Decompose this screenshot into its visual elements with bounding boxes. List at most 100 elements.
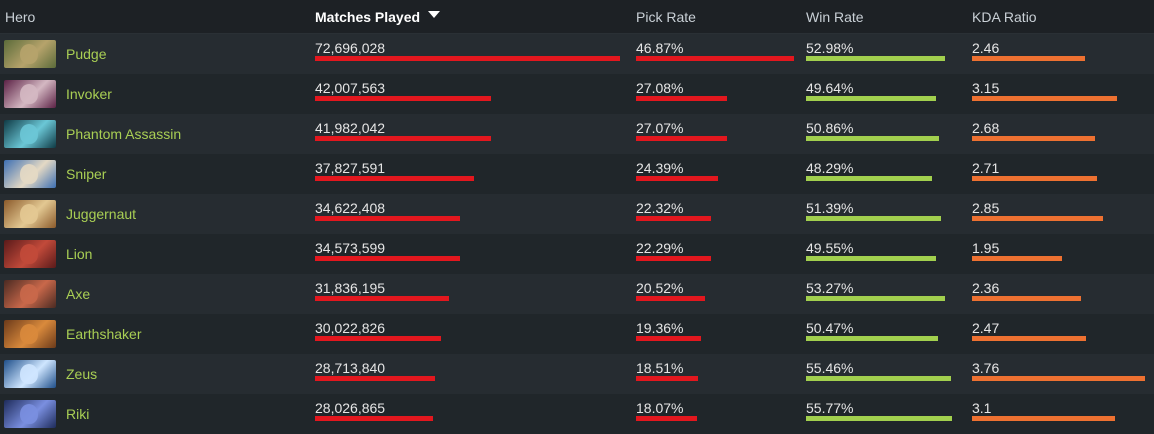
pick-rate-bar [636, 136, 727, 141]
sort-descending-icon [428, 11, 441, 18]
matches-played-bar [315, 136, 491, 141]
kda-ratio-value: 3.76 [972, 360, 1000, 376]
hero-portrait-face [20, 84, 38, 104]
hero-name-link[interactable]: Invoker [66, 86, 112, 102]
kda-ratio-bar [972, 296, 1081, 301]
win-rate-cell: 55.46% [806, 354, 972, 394]
column-header-hero-label: Hero [5, 8, 36, 25]
matches-played-cell: 37,827,591 [315, 154, 636, 194]
hero-portrait[interactable] [4, 160, 56, 188]
matches-played-bar [315, 416, 433, 421]
win-rate-value: 49.55% [806, 240, 854, 256]
hero-portrait[interactable] [4, 120, 56, 148]
kda-ratio-value: 3.15 [972, 80, 1000, 96]
hero-name-link[interactable]: Earthshaker [66, 326, 142, 342]
table-row[interactable]: Earthshaker 30,022,826 19.36% 50.47% 2.4… [0, 314, 1154, 354]
table-row[interactable]: Pudge 72,696,028 46.87% 52.98% 2.46 [0, 34, 1154, 74]
matches-played-value: 31,836,195 [315, 280, 386, 296]
kda-ratio-cell: 2.46 [972, 34, 1154, 74]
hero-portrait[interactable] [4, 360, 56, 388]
hero-portrait[interactable] [4, 80, 56, 108]
kda-ratio-value: 2.71 [972, 160, 1000, 176]
win-rate-cell: 52.98% [806, 34, 972, 74]
column-header-pick-rate[interactable]: Pick Rate [636, 9, 806, 25]
matches-played-cell: 28,026,865 [315, 394, 636, 434]
matches-played-bar [315, 336, 441, 341]
hero-portrait-face [20, 204, 38, 224]
win-rate-value: 48.29% [806, 160, 854, 176]
kda-ratio-value: 2.46 [972, 40, 1000, 56]
hero-portrait-face [20, 164, 38, 184]
matches-played-cell: 28,713,840 [315, 354, 636, 394]
pick-rate-bar [636, 56, 794, 61]
table-row[interactable]: Axe 31,836,195 20.52% 53.27% 2.36 [0, 274, 1154, 314]
win-rate-bar [806, 136, 939, 141]
matches-played-bar [315, 216, 460, 221]
hero-portrait[interactable] [4, 320, 56, 348]
column-header-matches-played[interactable]: Matches Played [315, 9, 636, 25]
matches-played-bar [315, 176, 474, 181]
hero-portrait-face [20, 364, 38, 384]
table-row[interactable]: Invoker 42,007,563 27.08% 49.64% 3.15 [0, 74, 1154, 114]
win-rate-cell: 50.47% [806, 314, 972, 354]
win-rate-bar [806, 336, 938, 341]
kda-ratio-bar [972, 216, 1103, 221]
kda-ratio-bar [972, 336, 1086, 341]
kda-ratio-cell: 3.15 [972, 74, 1154, 114]
pick-rate-cell: 22.32% [636, 194, 806, 234]
hero-name-link[interactable]: Phantom Assassin [66, 126, 182, 142]
hero-cell: Pudge [0, 34, 315, 74]
hero-name-link[interactable]: Riki [66, 406, 90, 422]
hero-portrait[interactable] [4, 40, 56, 68]
pick-rate-cell: 20.52% [636, 274, 806, 314]
hero-cell: Juggernaut [0, 194, 315, 234]
table-row[interactable]: Lion 34,573,599 22.29% 49.55% 1.95 [0, 234, 1154, 274]
win-rate-bar [806, 296, 945, 301]
pick-rate-value: 27.08% [636, 80, 684, 96]
kda-ratio-value: 3.1 [972, 400, 992, 416]
pick-rate-value: 22.29% [636, 240, 684, 256]
kda-ratio-cell: 3.1 [972, 394, 1154, 434]
table-row[interactable]: Phantom Assassin 41,982,042 27.07% 50.86… [0, 114, 1154, 154]
hero-portrait[interactable] [4, 400, 56, 428]
kda-ratio-cell: 2.47 [972, 314, 1154, 354]
pick-rate-cell: 22.29% [636, 234, 806, 274]
kda-ratio-cell: 2.36 [972, 274, 1154, 314]
hero-portrait[interactable] [4, 240, 56, 268]
column-header-kda-ratio[interactable]: KDA Ratio [972, 9, 1154, 25]
pick-rate-bar [636, 296, 705, 301]
win-rate-value: 53.27% [806, 280, 854, 296]
hero-name-link[interactable]: Lion [66, 246, 93, 262]
win-rate-bar [806, 376, 951, 381]
hero-name-link[interactable]: Sniper [66, 166, 107, 182]
hero-portrait[interactable] [4, 280, 56, 308]
pick-rate-cell: 18.51% [636, 354, 806, 394]
pick-rate-value: 27.07% [636, 120, 684, 136]
hero-name-link[interactable]: Juggernaut [66, 206, 137, 222]
hero-portrait[interactable] [4, 200, 56, 228]
matches-played-cell: 72,696,028 [315, 34, 636, 74]
pick-rate-bar [636, 256, 711, 261]
matches-played-bar [315, 96, 491, 101]
kda-ratio-value: 2.85 [972, 200, 1000, 216]
table-row[interactable]: Juggernaut 34,622,408 22.32% 51.39% 2.85 [0, 194, 1154, 234]
kda-ratio-cell: 2.71 [972, 154, 1154, 194]
hero-name-link[interactable]: Zeus [66, 366, 98, 382]
table-row[interactable]: Zeus 28,713,840 18.51% 55.46% 3.76 [0, 354, 1154, 394]
hero-cell: Phantom Assassin [0, 114, 315, 154]
win-rate-bar [806, 176, 932, 181]
pick-rate-cell: 27.07% [636, 114, 806, 154]
column-header-win-rate[interactable]: Win Rate [806, 9, 972, 25]
kda-ratio-value: 2.68 [972, 120, 1000, 136]
pick-rate-value: 18.07% [636, 400, 684, 416]
hero-name-link[interactable]: Axe [66, 286, 91, 302]
matches-played-bar [315, 296, 449, 301]
table-row[interactable]: Riki 28,026,865 18.07% 55.77% 3.1 [0, 394, 1154, 434]
hero-name-link[interactable]: Pudge [66, 46, 107, 62]
pick-rate-bar [636, 96, 727, 101]
table-row[interactable]: Sniper 37,827,591 24.39% 48.29% 2.71 [0, 154, 1154, 194]
win-rate-value: 55.77% [806, 400, 854, 416]
hero-cell: Zeus [0, 354, 315, 394]
kda-ratio-bar [972, 136, 1095, 141]
column-header-hero[interactable]: Hero [0, 9, 315, 25]
